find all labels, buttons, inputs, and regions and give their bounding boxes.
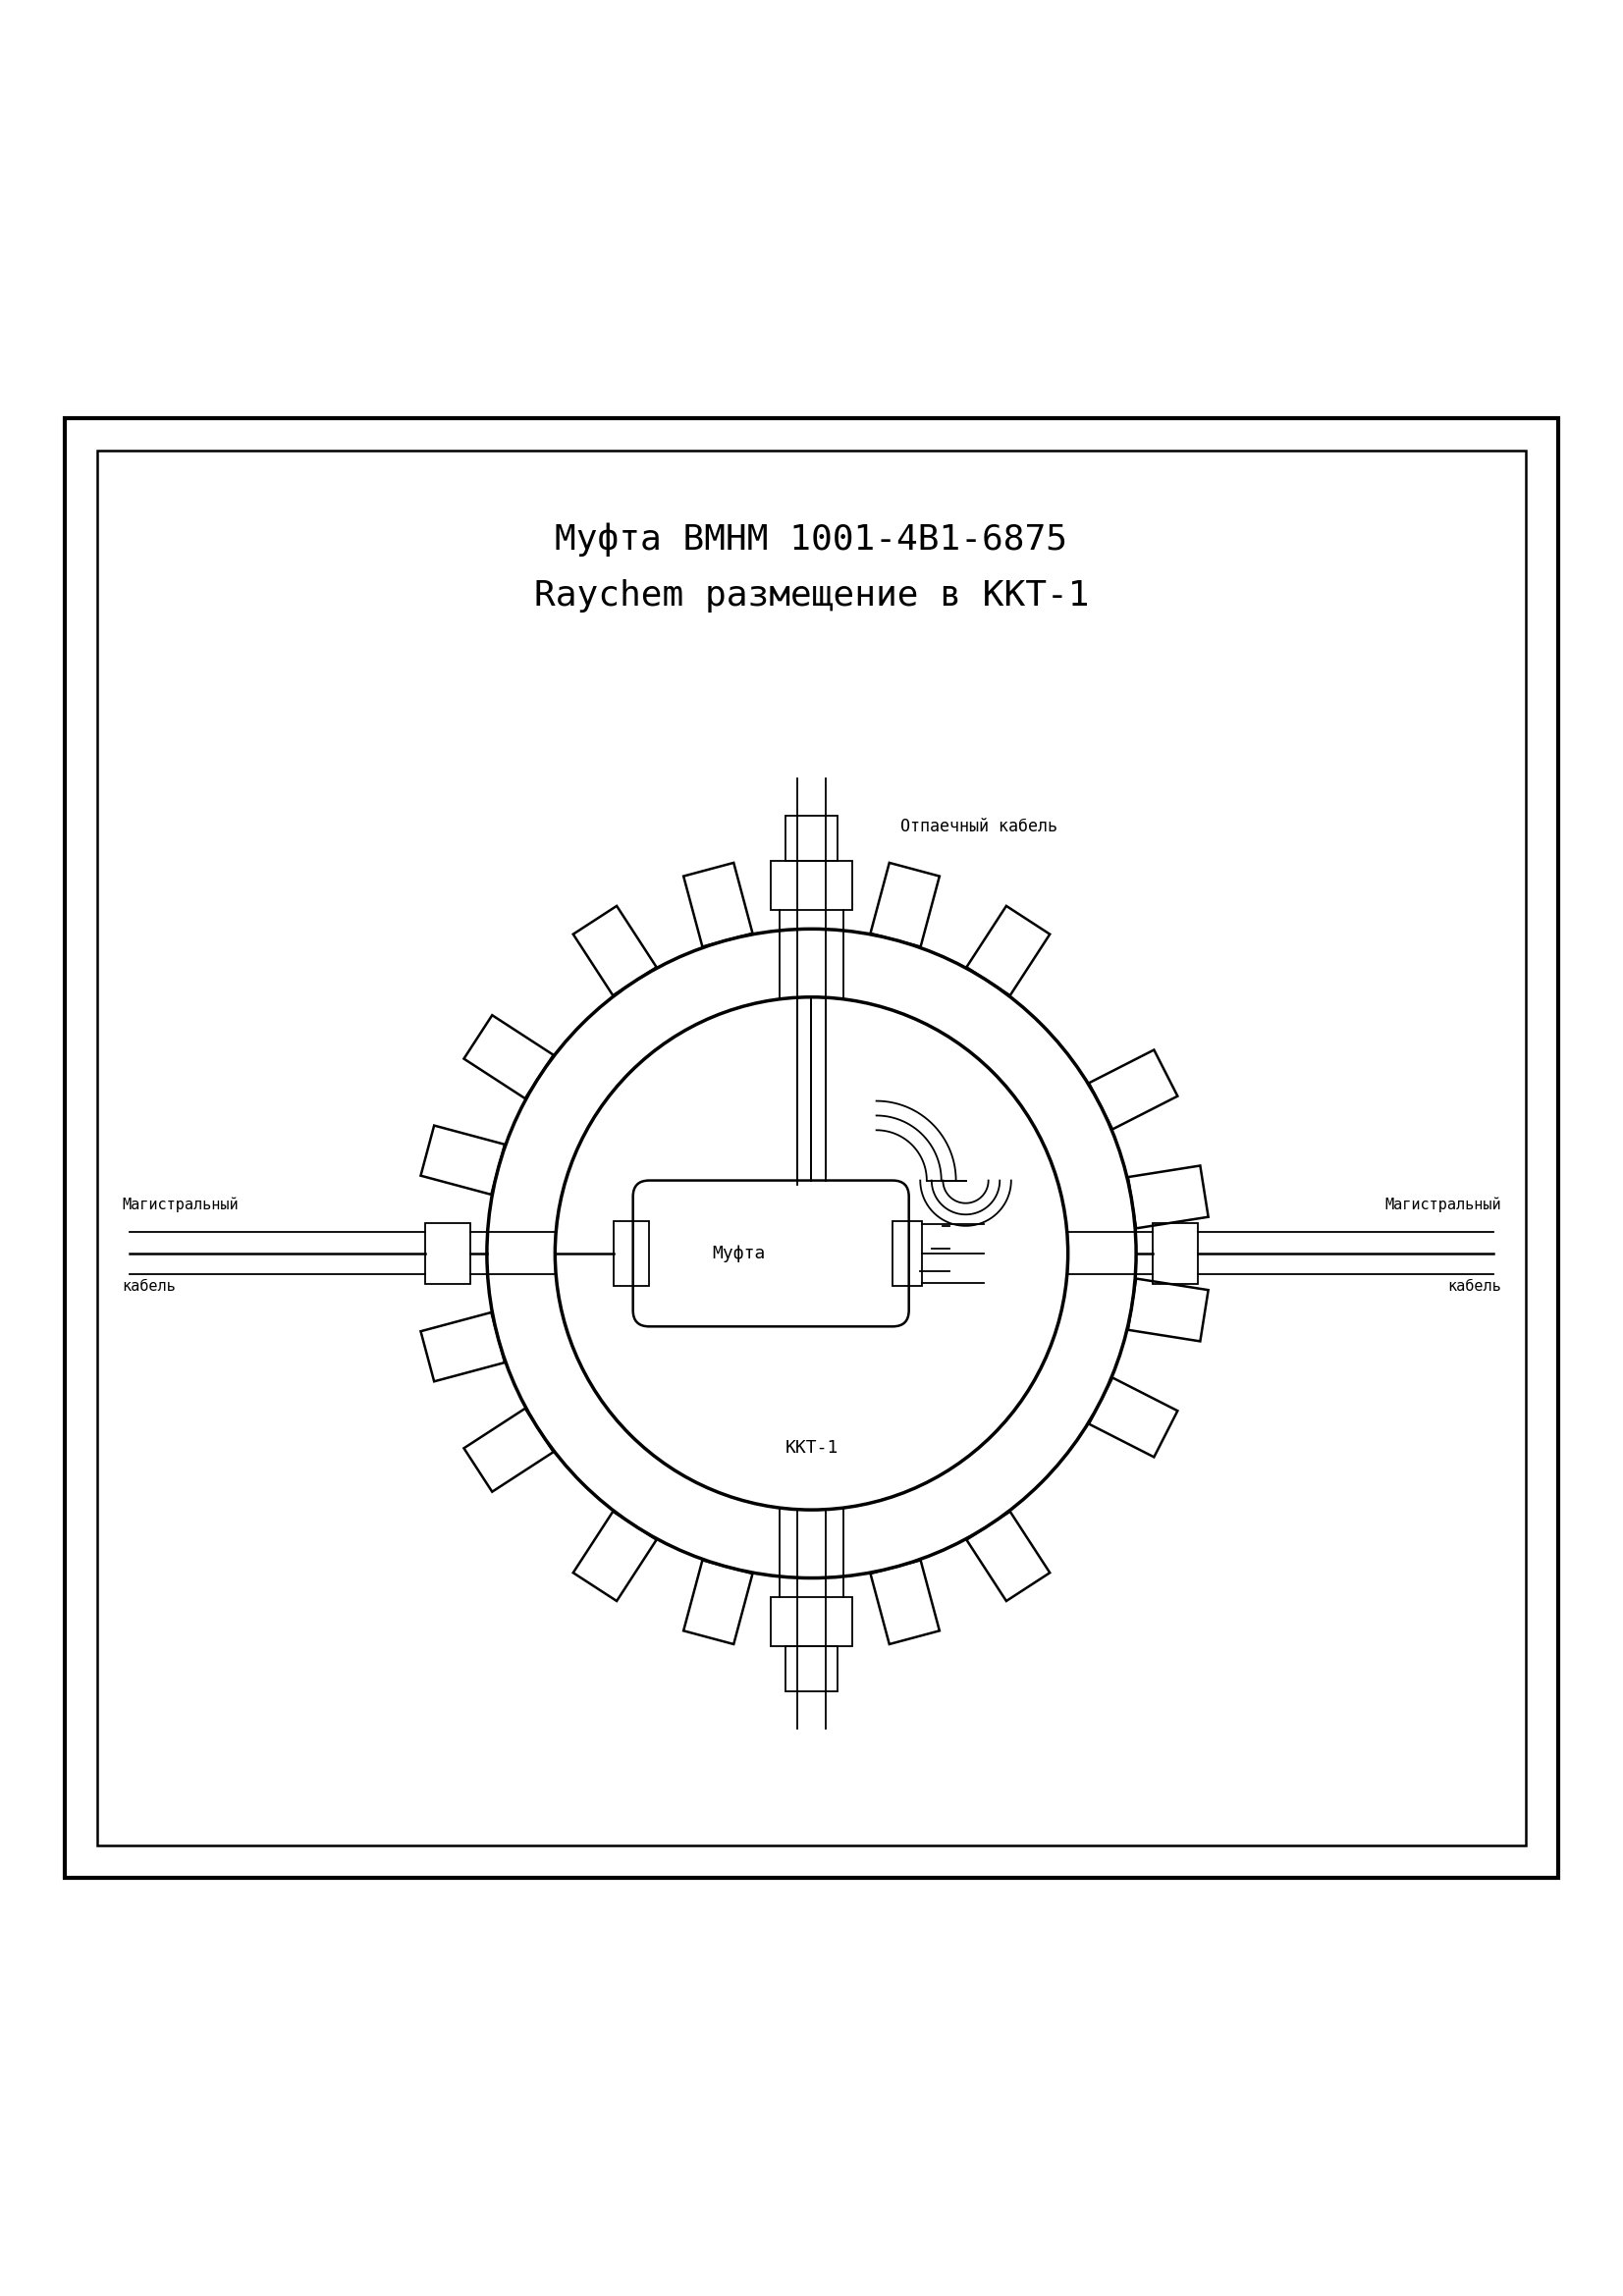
Text: Raychem размещение в ККТ-1: Raychem размещение в ККТ-1: [534, 579, 1089, 613]
Text: Муфта ВМНМ 1001-4В1-6875: Муфта ВМНМ 1001-4В1-6875: [555, 523, 1068, 556]
Bar: [786, 815, 837, 861]
Bar: [786, 1646, 837, 1692]
Bar: [771, 1598, 852, 1646]
Bar: [97, 450, 1526, 1846]
Text: кабель: кабель: [1448, 1279, 1501, 1293]
Bar: [1152, 1224, 1198, 1283]
Text: кабель: кабель: [122, 1279, 175, 1293]
Text: Муфта: Муфта: [712, 1244, 764, 1263]
Text: Отпаечный кабель: Отпаечный кабель: [901, 817, 1058, 836]
Bar: [425, 1224, 471, 1283]
Text: Магистральный: Магистральный: [1384, 1196, 1501, 1212]
Bar: [771, 861, 852, 909]
Text: Магистральный: Магистральный: [122, 1196, 239, 1212]
Text: ККТ-1: ККТ-1: [786, 1440, 837, 1458]
